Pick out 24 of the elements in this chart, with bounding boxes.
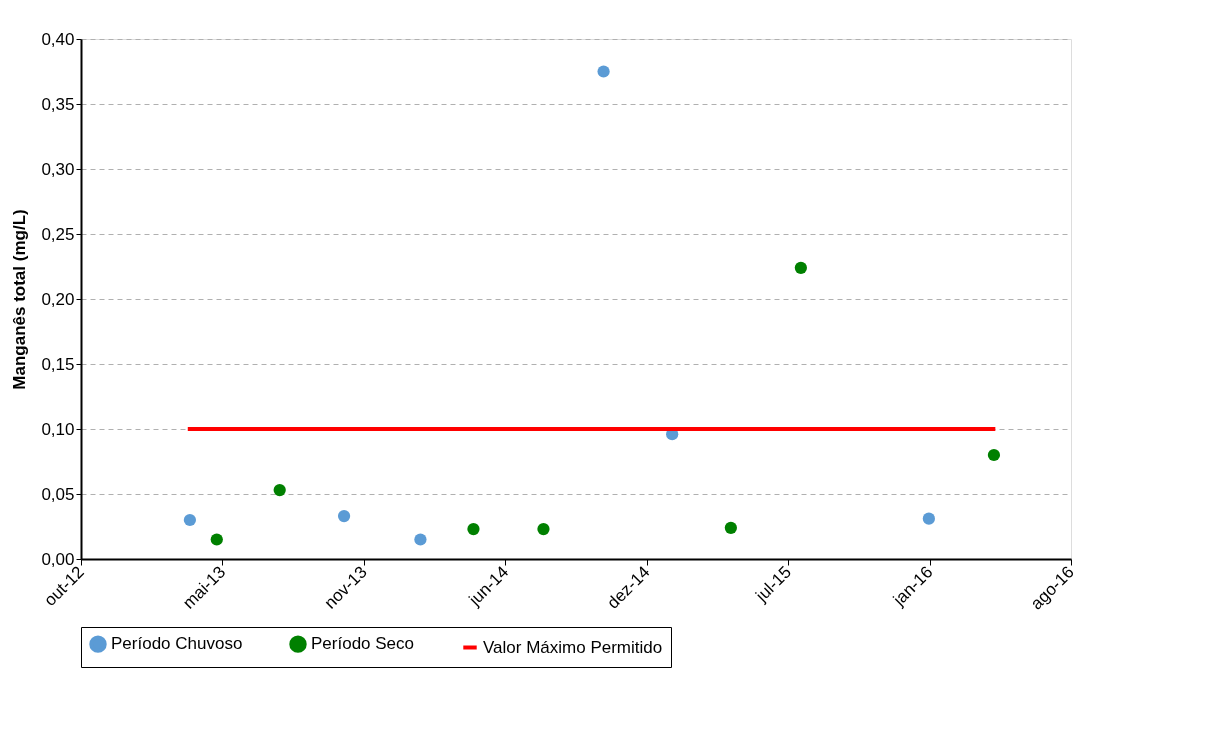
y-tick-label: 0,35 <box>41 94 75 114</box>
legend-label: Período Chuvoso <box>111 634 243 654</box>
point <box>337 509 351 523</box>
y-tick-label: 0,15 <box>41 354 75 374</box>
y-tick-label: 0,05 <box>41 484 75 504</box>
y-tick-label: 0,40 <box>41 29 75 49</box>
point <box>183 513 197 527</box>
point <box>724 521 737 534</box>
point <box>467 522 480 536</box>
point <box>210 533 223 546</box>
point <box>922 512 935 525</box>
point <box>273 483 286 497</box>
y-tick-label: 0,10 <box>41 419 75 439</box>
legend-label: Valor Máximo Permitido <box>483 637 663 657</box>
point <box>537 522 550 536</box>
y-axis-title: Manganês total (mg/L) <box>10 209 30 390</box>
y-tick-label: 0,30 <box>41 159 75 179</box>
y-tick-label: 0,20 <box>41 289 75 309</box>
point <box>597 65 610 78</box>
point <box>794 261 807 274</box>
y-tick-label: 0,25 <box>41 224 75 244</box>
point <box>987 448 1001 462</box>
legend-label: Período Seco <box>311 634 415 654</box>
point <box>414 533 427 546</box>
